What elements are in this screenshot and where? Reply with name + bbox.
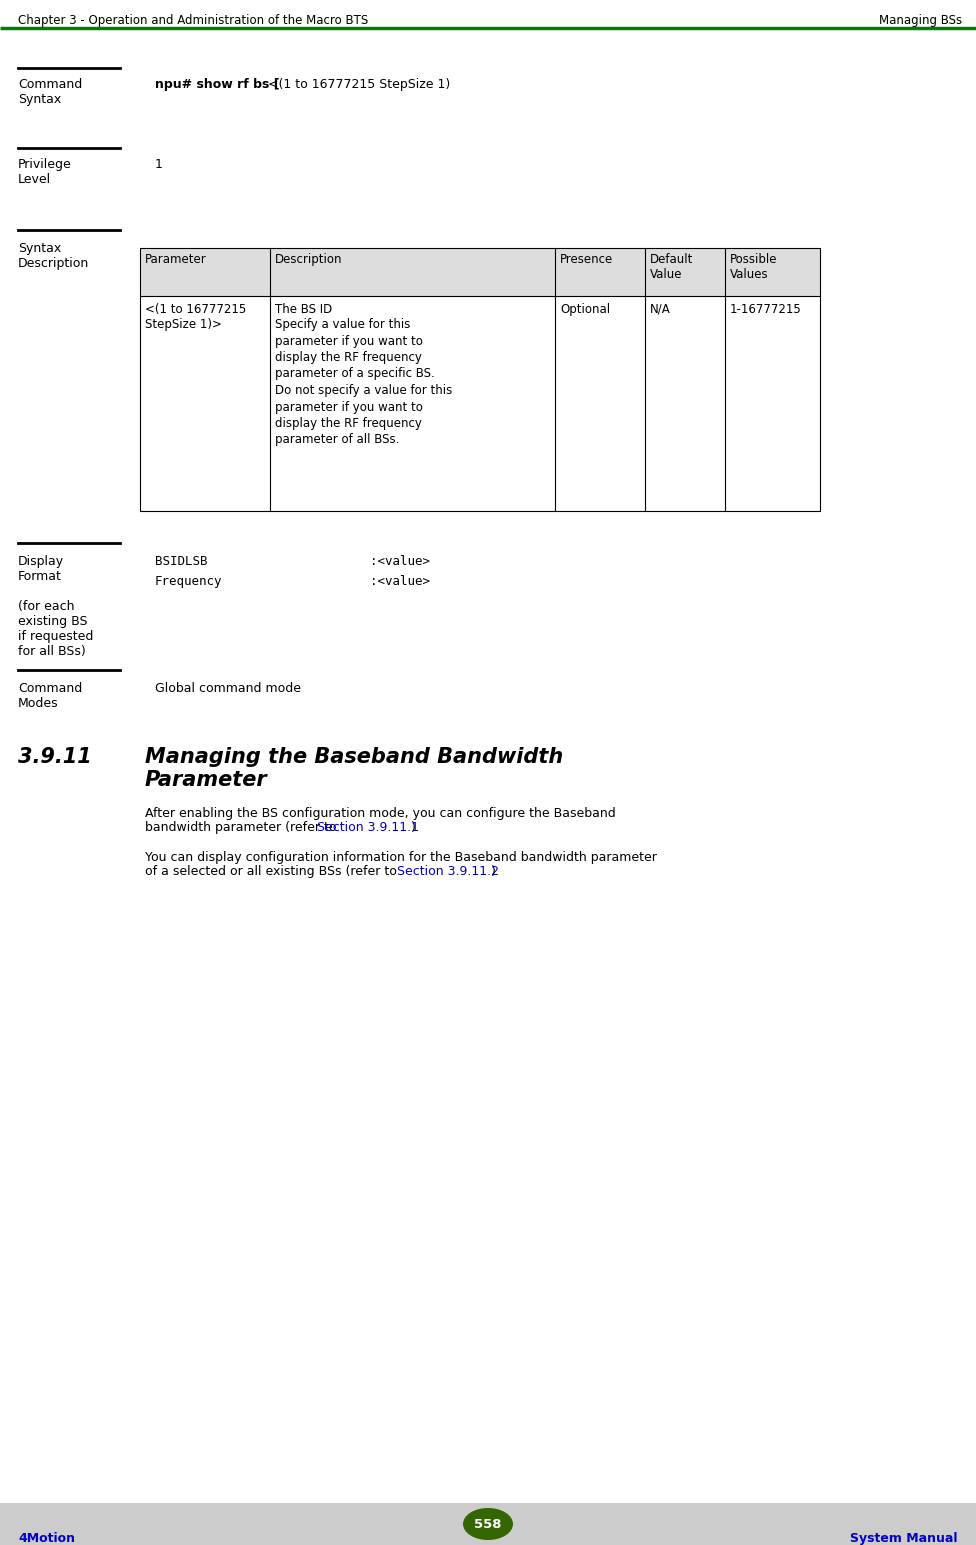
Text: Command
Syntax: Command Syntax xyxy=(18,77,82,107)
Text: Command
Modes: Command Modes xyxy=(18,681,82,711)
Text: Optional: Optional xyxy=(560,303,610,317)
Bar xyxy=(140,249,820,511)
Text: Section 3.9.11.1: Section 3.9.11.1 xyxy=(317,820,419,834)
Text: bandwidth parameter (refer to: bandwidth parameter (refer to xyxy=(145,820,341,834)
Bar xyxy=(0,1503,976,1545)
Text: of a selected or all existing BSs (refer to: of a selected or all existing BSs (refer… xyxy=(145,865,401,878)
Text: Managing the Baseband Bandwidth
Parameter: Managing the Baseband Bandwidth Paramete… xyxy=(145,746,563,789)
Text: Chapter 3 - Operation and Administration of the Macro BTS: Chapter 3 - Operation and Administration… xyxy=(18,14,368,26)
Text: ).: ). xyxy=(491,865,500,878)
Text: npu# show rf bs [: npu# show rf bs [ xyxy=(155,77,280,91)
Text: Specify a value for this
parameter if you want to
display the RF frequency
param: Specify a value for this parameter if yo… xyxy=(275,318,452,447)
Text: Presence: Presence xyxy=(560,253,613,266)
Text: :<value>: :<value> xyxy=(370,555,430,569)
Text: The BS ID: The BS ID xyxy=(275,303,332,317)
Text: ).: ). xyxy=(411,820,420,834)
Bar xyxy=(140,297,820,511)
Bar xyxy=(140,249,820,297)
Text: Possible
Values: Possible Values xyxy=(730,253,778,281)
Text: System Manual: System Manual xyxy=(850,1533,958,1545)
Text: Frequency: Frequency xyxy=(155,575,223,589)
Text: 1-16777215: 1-16777215 xyxy=(730,303,801,317)
Text: <(1 to 16777215 StepSize 1): <(1 to 16777215 StepSize 1) xyxy=(268,77,450,91)
Text: Global command mode: Global command mode xyxy=(155,681,301,695)
Text: Display
Format

(for each
existing BS
if requested
for all BSs): Display Format (for each existing BS if … xyxy=(18,555,94,658)
Text: 558: 558 xyxy=(474,1517,502,1531)
Text: N/A: N/A xyxy=(650,303,671,317)
Text: Parameter: Parameter xyxy=(145,253,207,266)
Text: Managing BSs: Managing BSs xyxy=(878,14,962,26)
Ellipse shape xyxy=(463,1508,513,1540)
Text: Description: Description xyxy=(275,253,343,266)
Text: :<value>: :<value> xyxy=(370,575,430,589)
Text: BSIDLSB: BSIDLSB xyxy=(155,555,208,569)
Text: Default
Value: Default Value xyxy=(650,253,693,281)
Text: Section 3.9.11.2: Section 3.9.11.2 xyxy=(397,865,499,878)
Text: 1: 1 xyxy=(155,158,163,171)
Text: Privilege
Level: Privilege Level xyxy=(18,158,72,185)
Text: You can display configuration information for the Baseband bandwidth parameter: You can display configuration informatio… xyxy=(145,851,657,864)
Text: Syntax
Description: Syntax Description xyxy=(18,243,89,270)
Text: 3.9.11: 3.9.11 xyxy=(18,746,92,766)
Text: <(1 to 16777215
StepSize 1)>: <(1 to 16777215 StepSize 1)> xyxy=(145,303,246,331)
Text: After enabling the BS configuration mode, you can configure the Baseband: After enabling the BS configuration mode… xyxy=(145,806,616,820)
Text: 4Motion: 4Motion xyxy=(18,1533,75,1545)
